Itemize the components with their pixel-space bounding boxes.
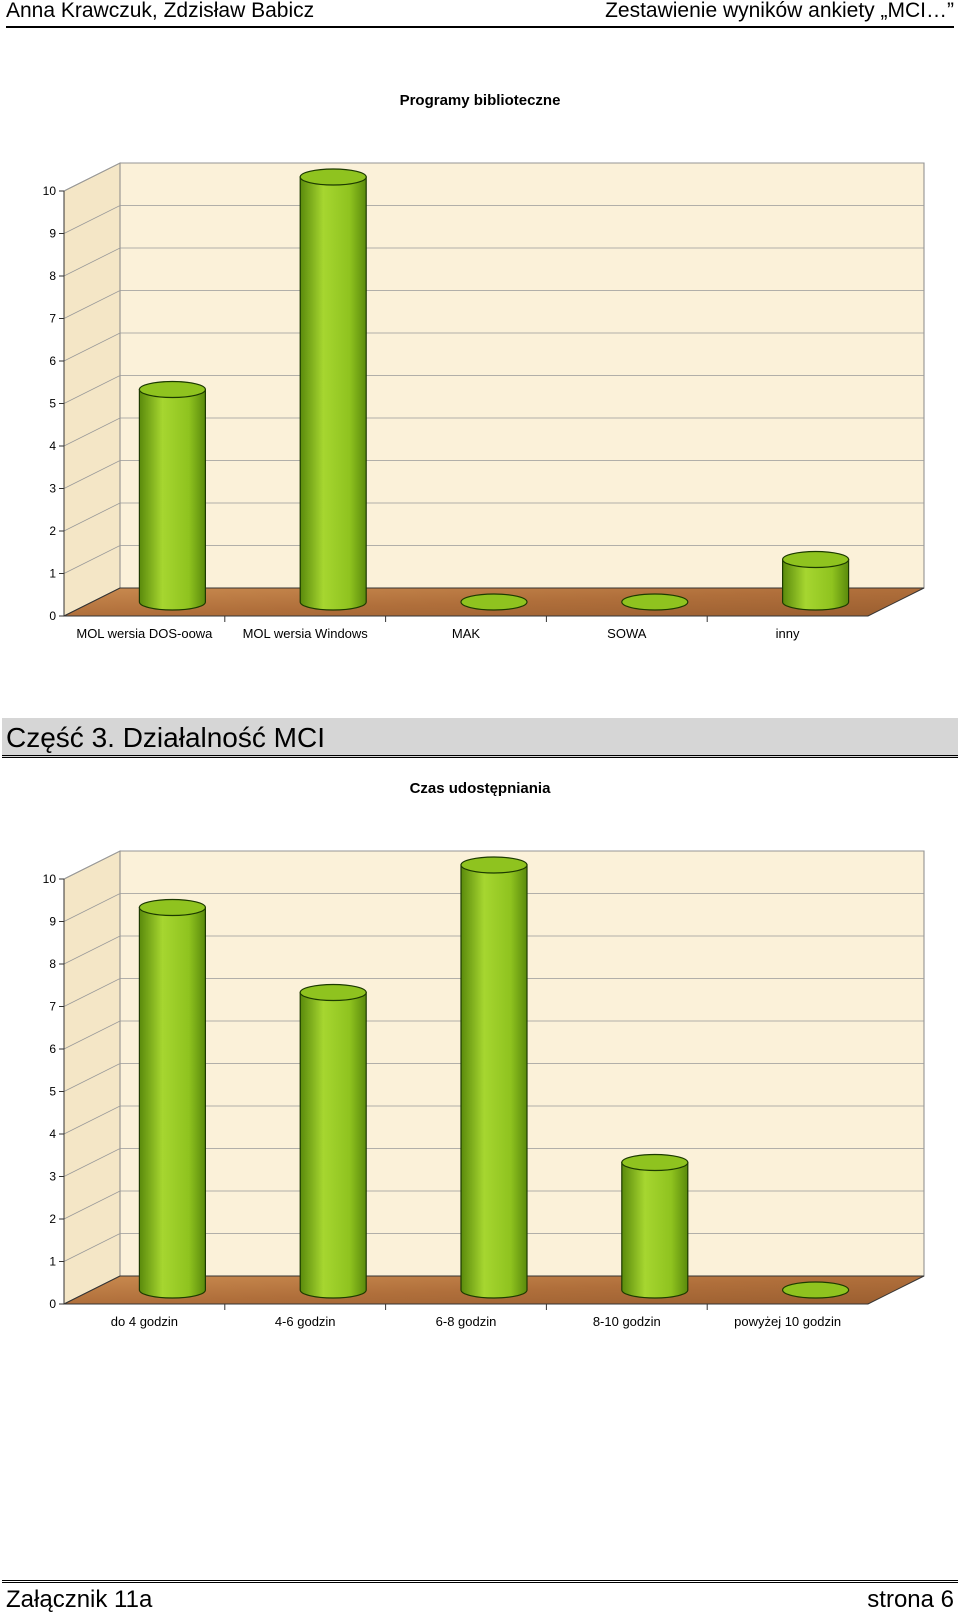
y-tick-label: 4 bbox=[49, 439, 56, 453]
x-tick-label: 8-10 godzin bbox=[593, 1314, 661, 1329]
x-tick-label: inny bbox=[776, 626, 800, 641]
header-authors: Anna Krawczuk, Zdzisław Babicz bbox=[6, 0, 315, 22]
gridline bbox=[63, 502, 924, 532]
y-tick-label: 1 bbox=[49, 1255, 56, 1269]
bar-top bbox=[781, 550, 850, 569]
gridline bbox=[63, 935, 924, 965]
y-tick-label: 10 bbox=[43, 872, 57, 886]
y-tick-label: 5 bbox=[49, 397, 56, 411]
plot-area: 0 1 2 3 4 5 6 7 8 9 10 MOL wersia DOS-oowa MOL wersi… bbox=[43, 162, 925, 641]
gridline bbox=[63, 375, 924, 404]
bar bbox=[621, 593, 689, 611]
bar-top bbox=[299, 983, 367, 1002]
bar bbox=[781, 550, 850, 611]
gridline bbox=[63, 978, 924, 1007]
y-tick-label: 5 bbox=[49, 1085, 56, 1099]
bar bbox=[299, 983, 367, 1299]
chart-1-programy-biblioteczne: 0 1 2 3 4 5 6 7 8 9 10 MOL wersia DOS-oowa MOL wersi… bbox=[43, 162, 925, 641]
x-tick-label: 4-6 godzin bbox=[275, 1314, 336, 1329]
y-tick-label: 8 bbox=[49, 269, 56, 283]
y-tick-label: 7 bbox=[49, 1000, 56, 1014]
gridline bbox=[63, 1063, 924, 1092]
x-tick-label: SOWA bbox=[607, 626, 647, 641]
bar bbox=[460, 856, 528, 1299]
bar-body bbox=[621, 1161, 689, 1299]
gridline bbox=[63, 1020, 924, 1050]
gridline bbox=[63, 290, 924, 319]
y-tick-label: 10 bbox=[43, 184, 57, 198]
bar-top bbox=[781, 1281, 850, 1299]
chart-2-czas-udostepniania: 0 1 2 3 4 5 6 7 8 9 10 do 4 godzin 4-6 godzin 6-8 god… bbox=[43, 850, 925, 1329]
gridline bbox=[63, 417, 924, 447]
bar-top bbox=[460, 856, 528, 874]
gridline bbox=[63, 850, 924, 880]
bar-body bbox=[299, 176, 367, 611]
plot-area: 0 1 2 3 4 5 6 7 8 9 10 do 4 godzin 4-6 godzin 6-8 god… bbox=[43, 850, 925, 1329]
page-header: Anna Krawczuk, Zdzisław Babicz Zestawien… bbox=[6, 0, 954, 28]
gridline bbox=[63, 205, 924, 234]
y-tick-label: 7 bbox=[49, 312, 56, 326]
bar bbox=[138, 380, 206, 611]
y-tick-label: 6 bbox=[49, 1042, 56, 1056]
bar-top bbox=[138, 898, 206, 917]
page-footer: Załącznik 11a strona 6 bbox=[2, 1580, 958, 1617]
bar-body bbox=[138, 906, 206, 1299]
gridline bbox=[63, 1105, 924, 1135]
bar-top bbox=[621, 593, 689, 611]
y-tick-label: 9 bbox=[49, 915, 56, 929]
gridline bbox=[63, 545, 924, 574]
gridline bbox=[63, 1148, 924, 1177]
footer-attachment: Załącznik 11a bbox=[6, 1586, 153, 1613]
y-tick-label: 3 bbox=[49, 1170, 56, 1184]
bar-body bbox=[299, 991, 367, 1299]
bar bbox=[621, 1153, 689, 1299]
y-tick-label: 9 bbox=[49, 227, 56, 241]
section-heading: Część 3. Działalność MCI bbox=[2, 718, 958, 758]
bar bbox=[299, 168, 367, 611]
x-tick-label: do 4 godzin bbox=[111, 1314, 178, 1329]
y-tick-label: 4 bbox=[49, 1127, 56, 1141]
bar bbox=[460, 593, 528, 611]
x-tick-label: MOL wersia Windows bbox=[243, 626, 369, 641]
bar-body bbox=[460, 864, 528, 1299]
x-tick-label: MOL wersia DOS-oowa bbox=[76, 626, 213, 641]
y-tick-label: 2 bbox=[49, 524, 56, 538]
y-tick-label: 8 bbox=[49, 957, 56, 971]
y-tick-label: 3 bbox=[49, 482, 56, 496]
y-tick-label: 0 bbox=[49, 609, 56, 623]
y-tick-label: 0 bbox=[49, 1297, 56, 1311]
x-tick-label: MAK bbox=[452, 626, 481, 641]
bar-top bbox=[460, 593, 528, 611]
bar-top bbox=[299, 168, 367, 186]
x-tick-label: 6-8 godzin bbox=[436, 1314, 497, 1329]
y-tick-label: 6 bbox=[49, 354, 56, 368]
gridline bbox=[63, 247, 924, 277]
gridline bbox=[63, 332, 924, 362]
bar bbox=[138, 898, 206, 1299]
header-document-title: Zestawienie wyników ankiety „MCI…” bbox=[605, 0, 954, 22]
bar-body bbox=[782, 558, 850, 611]
y-tick-label: 1 bbox=[49, 567, 56, 581]
y-tick-label: 2 bbox=[49, 1212, 56, 1226]
gridline bbox=[63, 460, 924, 489]
bar bbox=[781, 1281, 850, 1299]
bar-body bbox=[138, 388, 206, 611]
x-tick-label: powyżej 10 godzin bbox=[734, 1314, 841, 1329]
gridline bbox=[63, 162, 924, 192]
gridline bbox=[63, 893, 924, 922]
chart-2-title: Czas udostępniania bbox=[409, 780, 551, 797]
bar-top bbox=[138, 380, 206, 399]
bar-top bbox=[621, 1153, 689, 1172]
chart-1-title: Programy biblioteczne bbox=[399, 92, 561, 109]
footer-page-number: strona 6 bbox=[867, 1586, 954, 1613]
